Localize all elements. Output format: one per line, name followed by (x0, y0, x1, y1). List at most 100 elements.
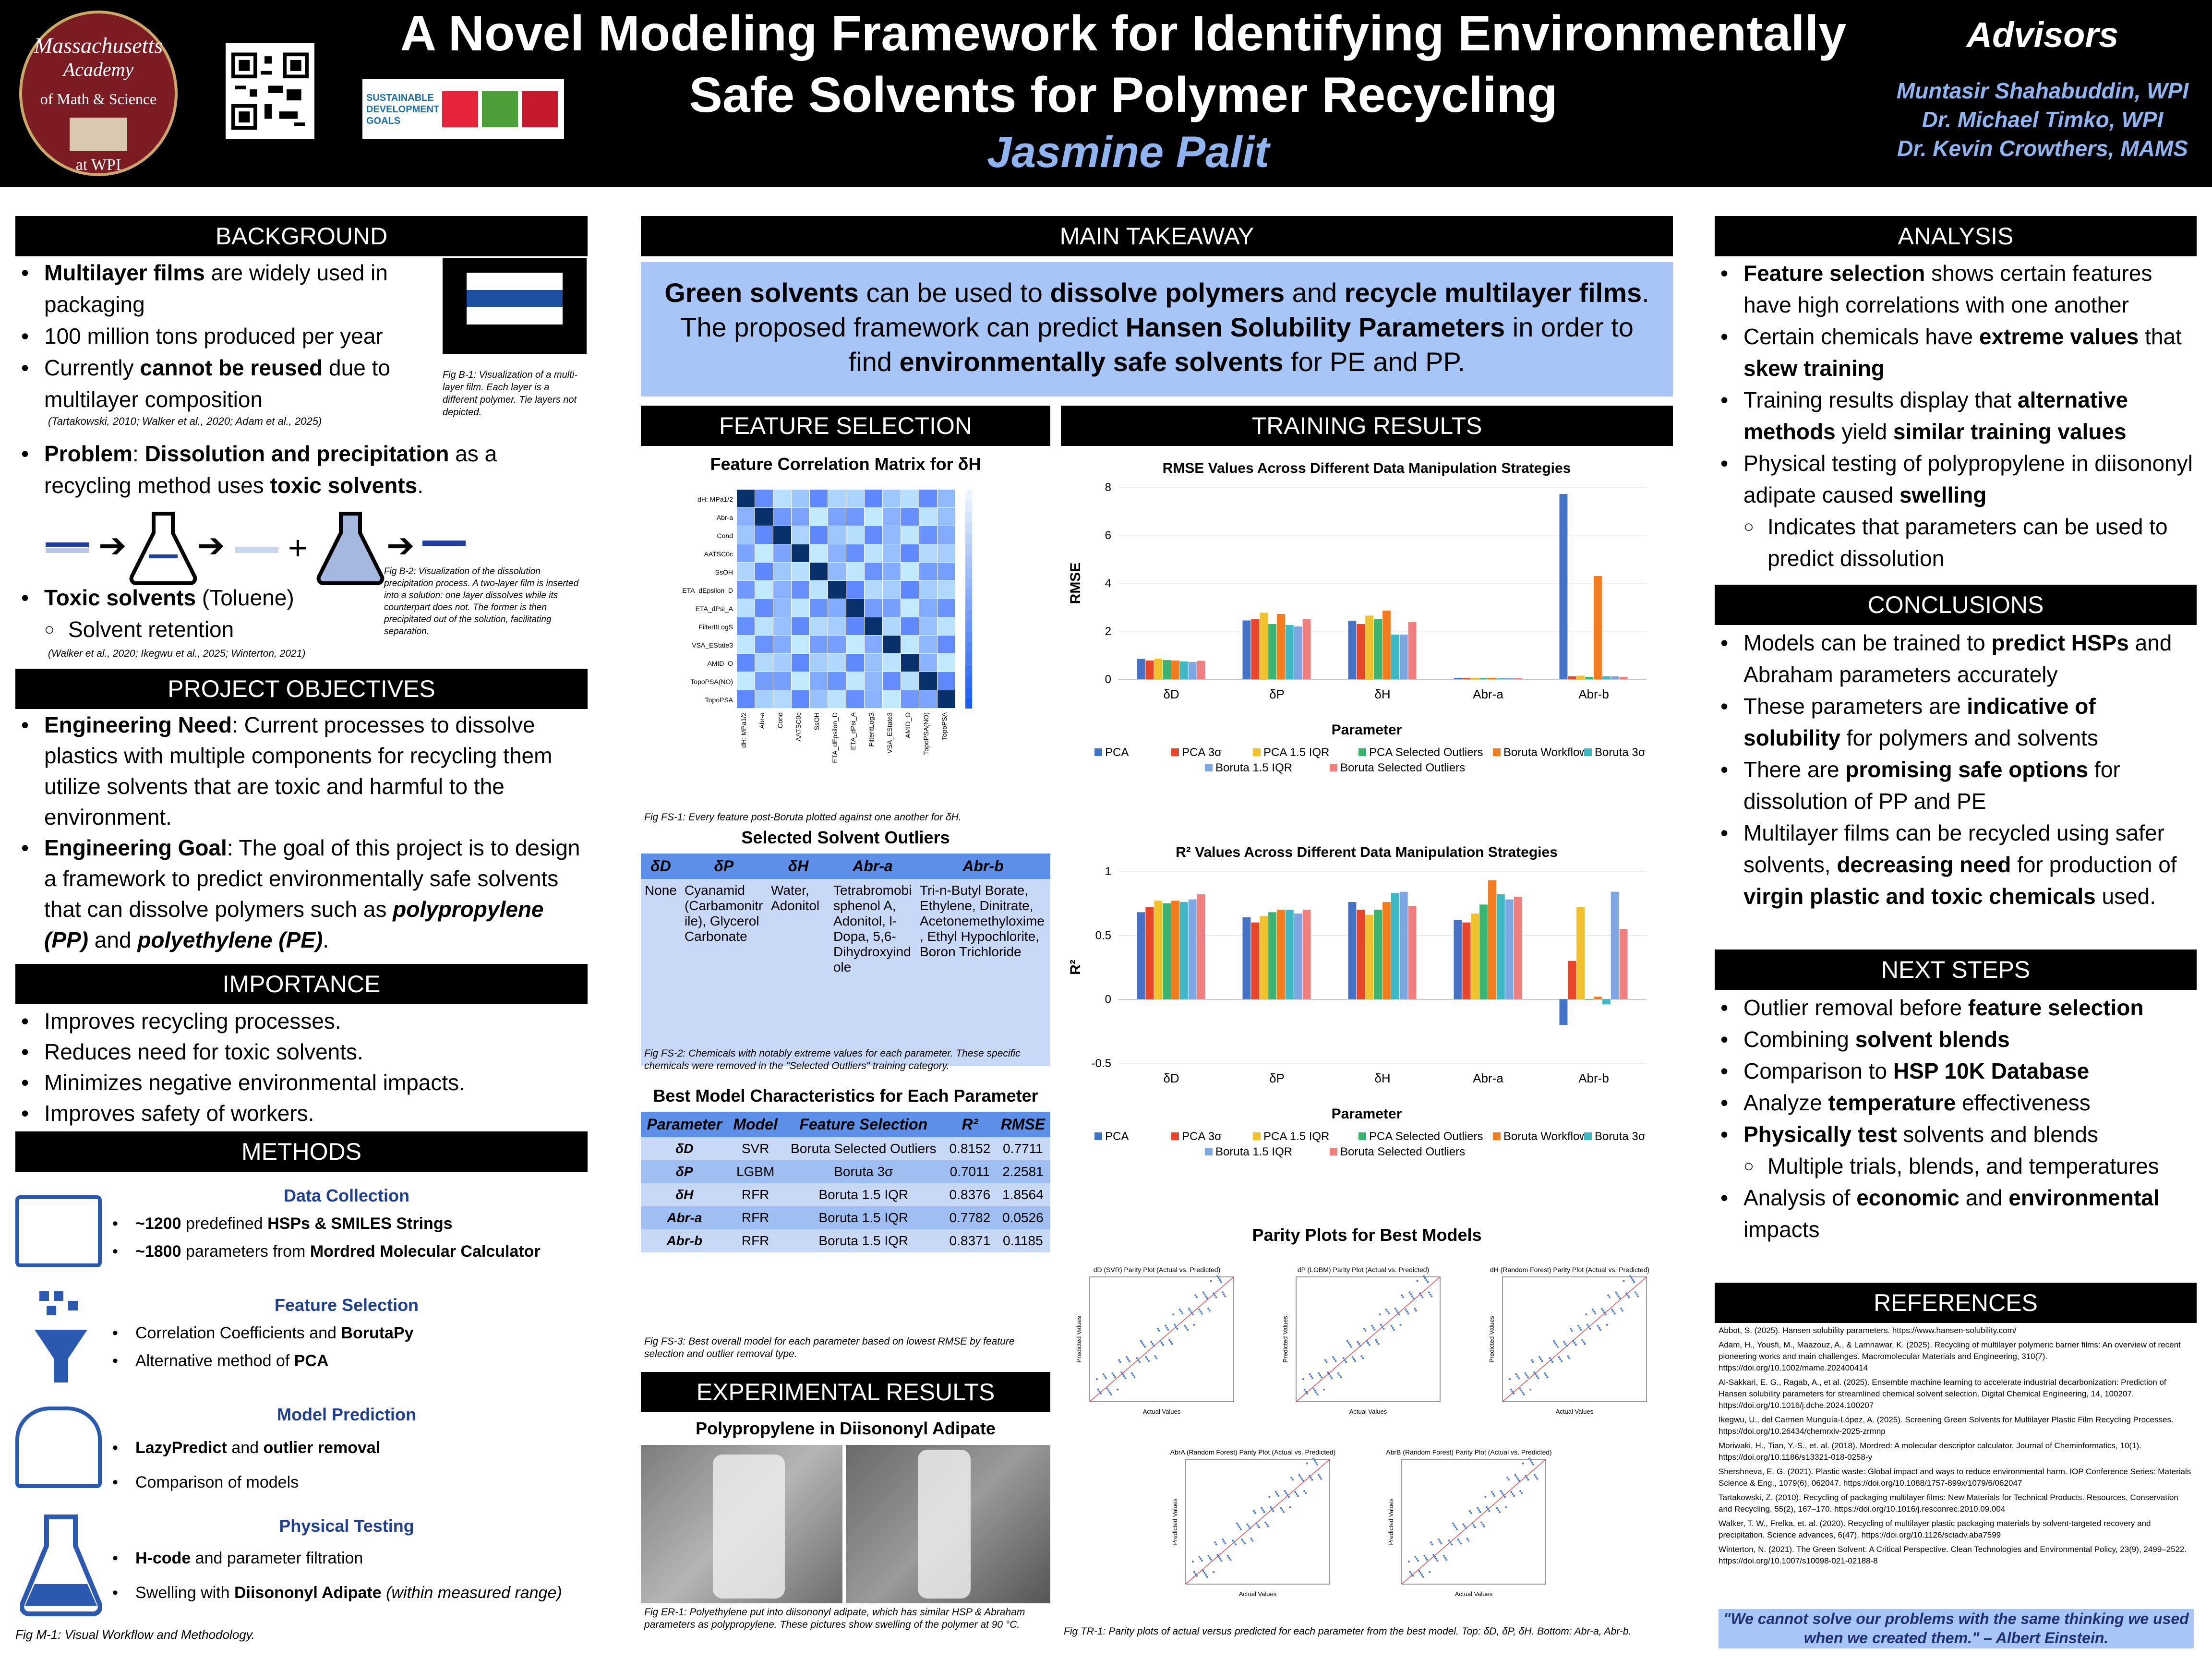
parity-point (1189, 1310, 1191, 1312)
bar (1137, 912, 1145, 999)
parity-point (1568, 1357, 1571, 1359)
parity-point (1204, 1295, 1207, 1298)
parity-point (1421, 1296, 1424, 1298)
parity-point (1184, 1324, 1186, 1327)
heatmap-cell (883, 563, 901, 580)
parity-point (1529, 1388, 1532, 1391)
heatmap-col-label: SsOH (813, 712, 820, 730)
parity-point (1483, 1525, 1485, 1527)
parity-point (1190, 1311, 1193, 1314)
heatmap-cell (865, 544, 882, 562)
parity-point (1510, 1491, 1513, 1493)
heatmap-cell (828, 672, 846, 690)
colorbar-segment (965, 544, 972, 555)
parity-point (1522, 1391, 1524, 1394)
parity-point (1415, 1310, 1417, 1312)
takeaway-box: Green solvents can be used to dissolve p… (641, 262, 1673, 397)
qr-code[interactable] (226, 43, 314, 139)
methods-panel: Data Collection ~1200 predefined HSPs & … (15, 1181, 588, 1642)
parity-point (1251, 1539, 1254, 1542)
heatmap-cell (938, 636, 955, 653)
parity-point (1491, 1491, 1493, 1493)
parity-x-label: Actual Values (1455, 1590, 1493, 1598)
bar (1585, 677, 1593, 679)
parity-point (1422, 1575, 1424, 1578)
parity-point (1429, 1293, 1431, 1296)
heatmap-cell (846, 508, 864, 526)
parity-point (1096, 1378, 1098, 1380)
legend-swatch (1205, 1148, 1213, 1155)
svg-text:➔: ➔ (197, 527, 225, 564)
heatmap-cell (828, 544, 846, 562)
parity-point (1448, 1539, 1450, 1542)
bar (1399, 891, 1408, 999)
parity-point (1466, 1538, 1468, 1540)
parity-point (1156, 1327, 1159, 1330)
parity-point (1114, 1376, 1116, 1379)
engineering-goal: Engineering Goal: The goal of this proje… (15, 832, 588, 955)
parity-point (1414, 1308, 1416, 1310)
bar (1454, 920, 1462, 999)
heatmap-cell (938, 508, 955, 526)
parity-point (1418, 1570, 1420, 1572)
parity-point (1264, 1521, 1267, 1524)
parity-point (1366, 1340, 1368, 1342)
bar (1302, 910, 1311, 999)
parity-y-label: Predicted Values (1387, 1498, 1395, 1545)
parity-point (1528, 1457, 1531, 1460)
parity-point (1161, 1342, 1163, 1344)
bar (1145, 661, 1154, 679)
parity-point (1249, 1527, 1251, 1529)
parity-point (1531, 1461, 1533, 1464)
bar (1602, 999, 1611, 1005)
heatmap-cell (792, 617, 809, 635)
importance-item: Minimizes negative environmental impacts… (15, 1067, 588, 1098)
rmse-chart[interactable]: RMSE Values Across Different Data Manipu… (1061, 454, 1673, 814)
parity-point (1237, 1524, 1239, 1527)
correlation-matrix[interactable]: dH: MPa1/2 dH: MPa1/2 Abr-a Abr-a Cond Cond AA… (641, 480, 1050, 811)
parity-point (1218, 1556, 1220, 1558)
bar (1391, 635, 1399, 679)
objectives-list: Engineering Need: Current processes to d… (15, 709, 588, 955)
parity-point (1139, 1361, 1141, 1363)
heatmap-row-label: AMID_O (707, 660, 733, 667)
parity-point (1248, 1525, 1250, 1527)
parity-point (1416, 1557, 1418, 1560)
heatmap-cell (737, 563, 755, 580)
parity-point (1425, 1556, 1427, 1559)
heatmap-col-label: AATSC0c (794, 712, 802, 741)
heatmap-cell (737, 508, 755, 526)
heatmap-cell (919, 654, 937, 672)
parity-point (1436, 1560, 1439, 1562)
parity-point (1201, 1312, 1203, 1315)
parity-point (1487, 1508, 1489, 1510)
parity-point (1150, 1341, 1153, 1343)
parity-point (1306, 1392, 1309, 1395)
bar (1514, 897, 1522, 999)
heatmap-cell (883, 544, 901, 562)
y-tick-label: 1 (1105, 865, 1111, 878)
heatmap-cell (865, 672, 882, 690)
legend-swatch (1584, 748, 1592, 756)
importance-item: Improves recycling processes. (15, 1006, 588, 1036)
heatmap-cell (773, 672, 791, 690)
heatmap-cell (773, 581, 791, 599)
parity-point (1180, 1310, 1182, 1313)
physical-testing-list: H-code and parameter filtration Swelling… (107, 1541, 587, 1610)
bar (1568, 676, 1576, 679)
parity-point (1350, 1346, 1352, 1348)
parity-point (1302, 1378, 1304, 1380)
r2-chart[interactable]: R² Values Across Different Data Manipula… (1061, 838, 1673, 1198)
parity-point (1332, 1356, 1334, 1358)
heatmap-cell (865, 690, 882, 708)
parity-point (1167, 1328, 1169, 1331)
parity-point (1616, 1293, 1619, 1296)
x-tick-label: δH (1374, 687, 1390, 701)
parity-point (1289, 1506, 1291, 1508)
bar (1619, 929, 1628, 999)
parity-x-label: Actual Values (1143, 1408, 1181, 1415)
heatmap-cell (755, 508, 773, 526)
heatmap-cell (846, 690, 864, 708)
parity-point (1417, 1560, 1419, 1562)
parity-point (1206, 1297, 1208, 1299)
